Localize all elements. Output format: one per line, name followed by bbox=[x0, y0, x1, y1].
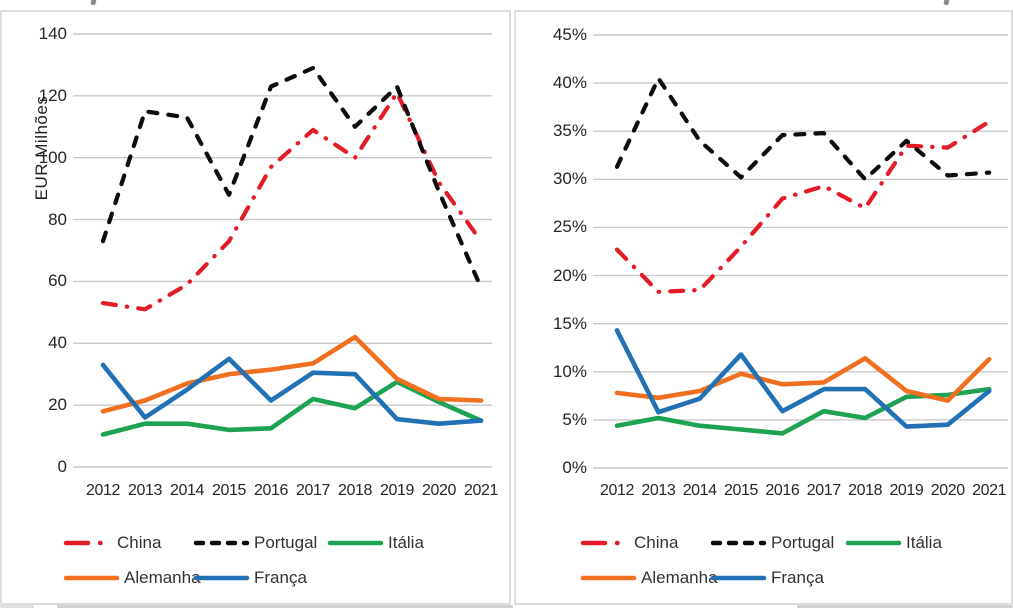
legend-label: Alemanha bbox=[641, 568, 718, 587]
x-tick-label: 2018 bbox=[338, 482, 372, 499]
series-line-franca bbox=[100, 356, 484, 427]
legend-swatch-alemanha bbox=[63, 575, 120, 581]
legend-label: Itália bbox=[906, 533, 942, 552]
x-tick-label: 2016 bbox=[254, 482, 288, 499]
legend-swatch-china bbox=[580, 540, 630, 546]
legend-label: Alemanha bbox=[124, 568, 201, 587]
legend-item-alemanha: Alemanha bbox=[580, 567, 718, 589]
y-tick-label: 60 bbox=[48, 271, 67, 291]
chart-panel-right bbox=[514, 10, 1013, 605]
legend-swatch-portugal bbox=[710, 540, 767, 546]
y-tick-label: 140 bbox=[38, 24, 67, 43]
y-tick-label: 45% bbox=[552, 25, 587, 44]
legend-label: China bbox=[117, 533, 162, 552]
x-tick-label: 2020 bbox=[422, 482, 456, 499]
x-tick-label: 2016 bbox=[765, 482, 800, 499]
series-line-portugal bbox=[614, 76, 992, 182]
x-tick-label: 2019 bbox=[380, 482, 414, 499]
legend-item-portugal: Portugal bbox=[193, 532, 317, 554]
x-tick-label: 2013 bbox=[128, 482, 162, 499]
x-tick-label: 2012 bbox=[86, 482, 120, 499]
legend-item-china: China bbox=[580, 532, 678, 554]
cropped-panel-edge bbox=[57, 605, 513, 608]
legend-swatch-china bbox=[63, 540, 113, 546]
x-tick-label: 2021 bbox=[972, 482, 1007, 499]
x-tick-label: 2019 bbox=[889, 482, 924, 499]
cropped-panel-edge bbox=[797, 605, 1013, 608]
y-tick-label: 20 bbox=[48, 395, 67, 415]
y-tick-label: 15% bbox=[552, 313, 587, 333]
series-line-alemanha bbox=[614, 355, 992, 403]
y-tick-label: 30% bbox=[552, 169, 587, 189]
x-tick-label: 2013 bbox=[641, 482, 676, 499]
cropped-panel-edge bbox=[0, 605, 34, 608]
y-tick-label: 0 bbox=[57, 457, 67, 476]
legend-item-italia: Itália bbox=[327, 532, 424, 554]
series-line-franca bbox=[614, 328, 992, 429]
y-tick-label: 25% bbox=[552, 217, 587, 237]
series-line-china bbox=[100, 90, 484, 312]
x-tick-label: 2012 bbox=[600, 482, 634, 499]
series-line-alemanha bbox=[100, 334, 484, 414]
y-tick-label: 40% bbox=[552, 73, 587, 93]
legend-swatch-italia bbox=[327, 540, 384, 546]
x-tick-label: 2017 bbox=[296, 482, 330, 499]
x-tick-label: 2018 bbox=[848, 482, 883, 499]
legend-swatch-franca bbox=[710, 575, 767, 581]
legend-item-alemanha: Alemanha bbox=[63, 567, 201, 589]
legend-swatch-alemanha bbox=[580, 575, 637, 581]
x-tick-label: 2015 bbox=[212, 482, 246, 499]
x-tick-label: 2017 bbox=[806, 482, 841, 499]
legend-item-franca: França bbox=[193, 567, 307, 589]
x-tick-label: 2020 bbox=[930, 482, 965, 499]
legend-swatch-portugal bbox=[193, 540, 250, 546]
legend-label: França bbox=[254, 568, 307, 587]
y-tick-label: 120 bbox=[38, 85, 67, 105]
legend-label: Portugal bbox=[771, 533, 835, 552]
y-tick-label: 10% bbox=[552, 361, 587, 381]
legend-swatch-italia bbox=[845, 540, 902, 546]
legend-item-italia: Itália bbox=[845, 532, 942, 554]
x-tick-label: 2021 bbox=[464, 482, 498, 499]
y-tick-label: 35% bbox=[552, 121, 587, 141]
y-tick-label: 80 bbox=[48, 209, 67, 229]
y-tick-label: 40 bbox=[48, 333, 67, 353]
series-line-italia bbox=[100, 379, 484, 437]
legend-item-portugal: Portugal bbox=[710, 532, 834, 554]
legend-label: França bbox=[771, 568, 824, 587]
x-tick-label: 2014 bbox=[682, 482, 717, 499]
legend-item-franca: França bbox=[710, 567, 824, 589]
chart-panel-left bbox=[0, 10, 511, 605]
x-tick-label: 2015 bbox=[724, 482, 759, 499]
legend-label: Itália bbox=[388, 533, 424, 552]
y-tick-label: 100 bbox=[38, 147, 67, 167]
y-tick-label: 20% bbox=[552, 265, 587, 285]
series-line-china bbox=[614, 119, 992, 294]
y-tick-label: 5% bbox=[562, 409, 587, 429]
y-tick-label: 0% bbox=[562, 458, 587, 477]
x-tick-label: 2014 bbox=[170, 482, 204, 499]
legend-swatch-franca bbox=[193, 575, 250, 581]
legend-item-china: China bbox=[63, 532, 161, 554]
legend-label: Portugal bbox=[254, 533, 318, 552]
legend-label: China bbox=[634, 533, 679, 552]
series-line-portugal bbox=[100, 65, 484, 290]
